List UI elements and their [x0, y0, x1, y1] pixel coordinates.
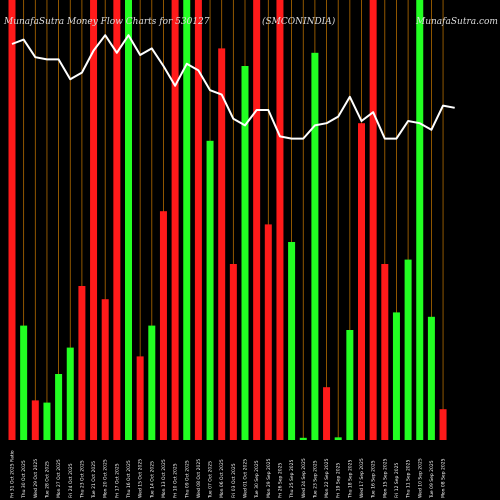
x-tick-label: Thu 16 Oct 2025 [126, 460, 132, 499]
x-tick-label: Tue 16 Sep 2025 [371, 460, 377, 499]
bar [31, 400, 39, 440]
x-tick-label: Tue 30 Sep 2025 [254, 460, 260, 499]
bar [101, 299, 109, 440]
bar [253, 0, 261, 440]
x-tick-label: Thu 25 Sep 2025 [289, 459, 295, 499]
bar [334, 437, 342, 440]
bar [346, 330, 354, 440]
bar-series [8, 0, 447, 441]
x-tick-label: Fri 24 Oct 2025 [68, 463, 74, 498]
x-tick-label: Wed 24 Sep 2025 [301, 458, 307, 498]
x-tick-label: Mon 13 Oct 2025 [161, 459, 167, 498]
x-tick-label: Mon 22 Sep 2025 [324, 458, 330, 498]
x-tick-label: Wed 29 Oct 2025 [33, 459, 39, 498]
x-tick-label: Fri 31 Oct 2025 Ratio [10, 450, 16, 498]
x-tick-label: Wed 08 Oct 2025 [196, 459, 202, 498]
x-tick-label: Mon 27 Oct 2025 [56, 459, 62, 498]
bar [113, 0, 121, 440]
bar [171, 0, 179, 440]
bar [20, 325, 28, 440]
money-flow-line [11, 34, 455, 140]
chart-subtitle-site: MunafaSutra.com [415, 17, 498, 27]
bar [229, 264, 237, 440]
bar [323, 387, 331, 440]
bar [369, 0, 377, 440]
x-axis-labels: Fri 31 Oct 2025 Ratio Thu 30 Oct 2025 Wed … [10, 450, 447, 499]
bar [358, 123, 365, 440]
bar [78, 286, 86, 440]
x-tick-label: Tue 23 Sep 2025 [312, 460, 318, 499]
bar [194, 0, 202, 440]
bar [311, 52, 319, 441]
x-tick-label: Thu 18 Sep 2025 [347, 459, 353, 499]
bar [136, 356, 144, 440]
x-tick-label: Mon 29 Sep 2025 [266, 458, 272, 498]
x-tick-label: Fri 12 Sep 2025 [394, 463, 400, 498]
x-tick-label: Wed 17 Sep 2025 [359, 458, 365, 498]
x-tick-label: Fri 19 Sep 2025 [336, 463, 342, 498]
bar [183, 0, 191, 440]
x-tick-label: Tue 09 Sep 2025 [429, 460, 435, 499]
x-tick-label: Tue 21 Oct 2025 [91, 461, 97, 499]
bar [8, 0, 16, 440]
x-tick-label: Thu 11 Sep 2025 [406, 459, 412, 499]
x-tick-label: Wed 15 Oct 2025 [138, 459, 144, 498]
x-tick-label: Mon 06 Oct 2025 [219, 459, 225, 498]
bar [206, 140, 214, 441]
x-tick-label: Thu 09 Oct 2025 [184, 460, 190, 499]
x-tick-label: Fri 10 Oct 2025 [173, 463, 179, 498]
bar [299, 437, 307, 440]
x-tick-label: Fri 03 Oct 2025 [231, 463, 237, 498]
bar [159, 211, 167, 440]
bar [416, 0, 424, 440]
x-tick-label: Tue 07 Oct 2025 [208, 461, 214, 499]
bar [276, 0, 284, 440]
bar [427, 316, 435, 440]
bar [381, 264, 389, 440]
x-tick-label: Fri 26 Sep 2025 [277, 463, 283, 498]
bar [125, 0, 132, 440]
bar [404, 259, 412, 440]
bar [90, 0, 98, 440]
bar [66, 347, 74, 440]
bar [392, 312, 400, 440]
x-tick-label: Wed 01 Oct 2025 [243, 459, 249, 498]
chart-title: MunafaSutra Money Flow Charts for 530127 [3, 17, 210, 27]
bar [218, 48, 226, 441]
x-tick-label: Thu 23 Oct 2025 [79, 460, 85, 499]
bar [148, 325, 156, 440]
bar [43, 402, 51, 440]
chart-subtitle-symbol: (SMCONINDIA) [262, 16, 336, 27]
x-tick-label: Tue 28 Oct 2025 [44, 461, 50, 499]
bar [288, 242, 296, 440]
bar [55, 374, 63, 440]
x-tick-label: Tue 14 Oct 2025 [149, 461, 155, 499]
bar [241, 66, 249, 440]
x-tick-label: Mon 15 Sep 2025 [382, 458, 388, 498]
bar [439, 409, 447, 440]
x-tick-label: Mon 08 Sep 2025 [441, 458, 447, 498]
x-tick-label: Fri 17 Oct 2025 [114, 463, 120, 498]
x-tick-label: Thu 30 Oct 2025 [21, 460, 27, 499]
bar [264, 224, 272, 440]
x-tick-label: Mon 20 Oct 2025 [103, 459, 109, 498]
x-tick-label: Wed 10 Sep 2025 [417, 458, 423, 498]
